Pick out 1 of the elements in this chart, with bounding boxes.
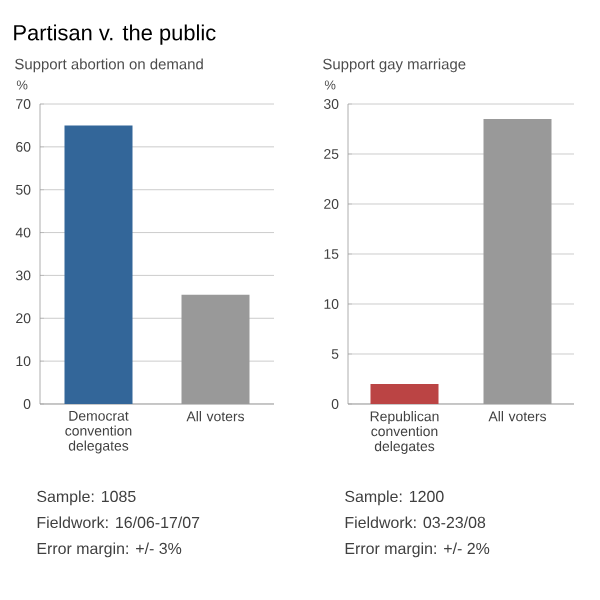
chart-title: Partisan v. the public — [14, 24, 216, 45]
